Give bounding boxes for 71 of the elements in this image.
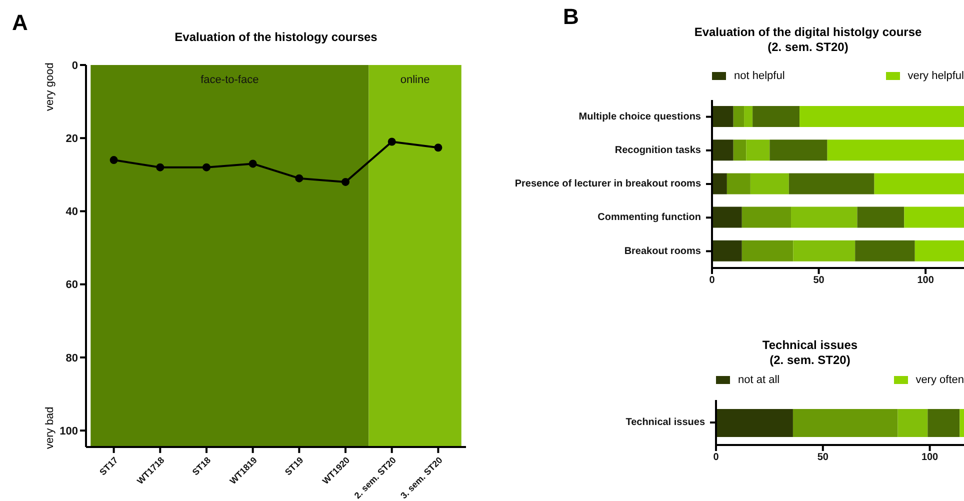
- bar: [744, 106, 753, 127]
- chart-title: Technical issues: [761, 338, 859, 353]
- text: A: [12, 10, 28, 36]
- text: very bad: [44, 406, 56, 449]
- bar: [827, 140, 964, 161]
- bar: [726, 173, 750, 194]
- legend-label: very often: [916, 374, 964, 386]
- x-tick-label: 50: [817, 452, 829, 464]
- bar: [855, 240, 915, 262]
- bar: [716, 409, 793, 437]
- y-tick-label: 0: [72, 60, 78, 72]
- x-tick-label: 0: [709, 275, 716, 286]
- x-tick-label: 100: [917, 275, 934, 286]
- bar: [914, 240, 964, 262]
- x-tick-label: 50: [813, 275, 825, 286]
- point: [295, 174, 304, 182]
- x-tick-label: 0: [713, 452, 720, 464]
- point: [110, 156, 118, 164]
- y-tick-label: Technical issues: [626, 417, 706, 428]
- bar: [800, 106, 964, 127]
- band-label: face-to-face: [200, 74, 259, 86]
- chart-subtitle: (2. sem. ST20): [766, 40, 850, 55]
- x-tick-label: 100: [921, 452, 939, 464]
- bar: [874, 173, 964, 194]
- bar: [752, 106, 800, 127]
- chart-subtitle: (2. sem. ST20): [768, 353, 852, 368]
- bar: [750, 173, 789, 194]
- bar: [788, 173, 874, 194]
- text: B: [563, 4, 579, 30]
- legend-label: not helpful: [734, 70, 785, 82]
- y-tick-label: 100: [60, 425, 78, 438]
- bar: [733, 106, 744, 127]
- point: [388, 138, 396, 146]
- y-tick-label: Commenting function: [598, 212, 701, 224]
- y-tick-label: 20: [66, 133, 78, 146]
- bar: [746, 140, 770, 161]
- y-tick-label: Recognition tasks: [614, 145, 702, 156]
- legend-label: very helpful: [908, 70, 964, 82]
- bar: [712, 240, 742, 262]
- point: [156, 163, 164, 172]
- y-tick-label: Breakout rooms: [624, 246, 702, 257]
- bar: [792, 409, 898, 437]
- bar: [904, 206, 964, 228]
- bar: [928, 409, 960, 437]
- bar: [793, 240, 856, 262]
- point: [434, 144, 442, 152]
- band-label: online: [400, 74, 430, 86]
- y-tick-label: 80: [66, 352, 78, 364]
- bar: [742, 240, 794, 262]
- point: [342, 178, 350, 186]
- bar: [712, 173, 727, 194]
- bar: [712, 106, 734, 127]
- bar: [857, 206, 904, 228]
- bar: [712, 206, 742, 228]
- text: very good: [44, 62, 56, 111]
- point: [248, 160, 257, 168]
- legend-label: not at all: [738, 374, 780, 386]
- y-tick-label: Multiple choice questions: [578, 111, 702, 122]
- bar: [960, 409, 964, 437]
- bar: [791, 206, 858, 228]
- chart-title: Evaluation of the digital histolgy course: [693, 25, 923, 40]
- bar: [742, 206, 792, 228]
- point: [202, 163, 210, 172]
- bar: [770, 140, 828, 161]
- bar: [712, 140, 734, 161]
- chart-title: Evaluation of the histology courses: [174, 30, 378, 44]
- y-tick-label: Presence of lecturer in breakout rooms: [514, 178, 702, 190]
- y-tick-label: 60: [66, 279, 78, 292]
- bar: [733, 140, 746, 161]
- y-tick-label: 40: [66, 206, 78, 218]
- bar: [898, 409, 928, 437]
